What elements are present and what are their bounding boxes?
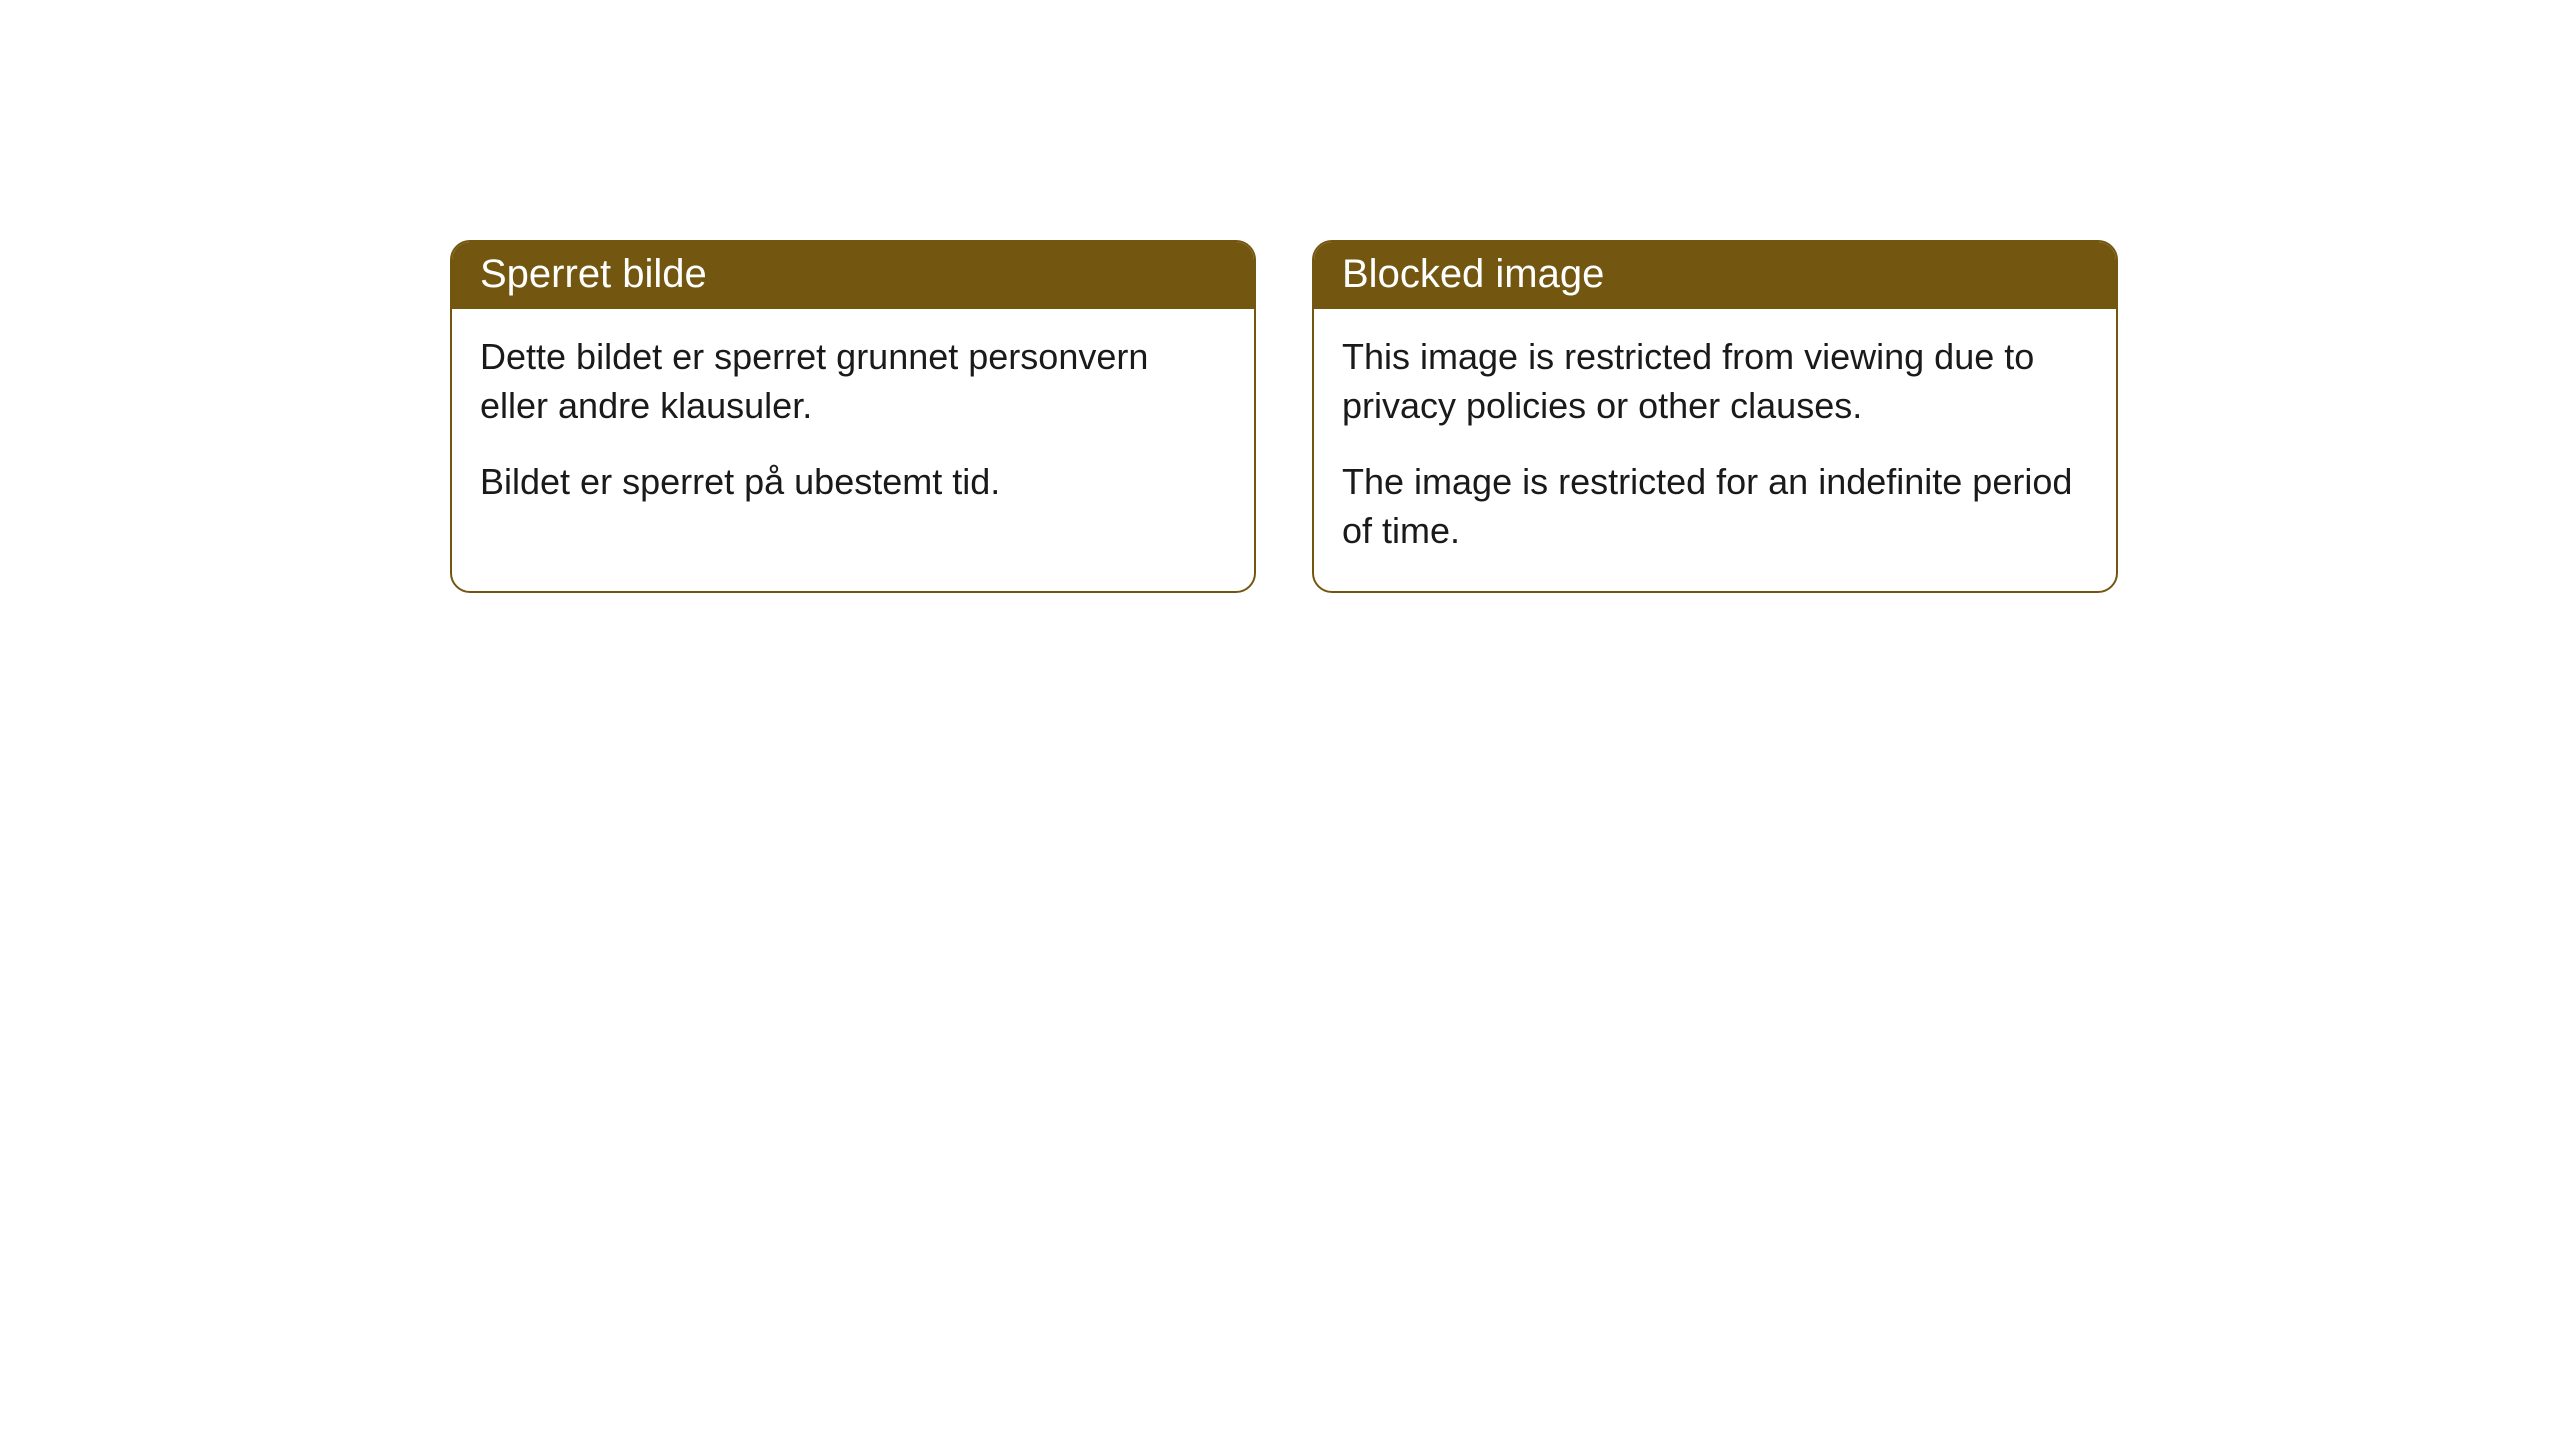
cards-container: Sperret bilde Dette bildet er sperret gr… <box>0 0 2560 593</box>
card-header: Blocked image <box>1314 242 2116 309</box>
card-body-line1: Dette bildet er sperret grunnet personve… <box>480 333 1226 430</box>
blocked-image-card-en: Blocked image This image is restricted f… <box>1312 240 2118 593</box>
card-body-line2: The image is restricted for an indefinit… <box>1342 458 2088 555</box>
card-body-line1: This image is restricted from viewing du… <box>1342 333 2088 430</box>
card-body: This image is restricted from viewing du… <box>1314 309 2116 591</box>
card-body-line2: Bildet er sperret på ubestemt tid. <box>480 458 1226 507</box>
card-body: Dette bildet er sperret grunnet personve… <box>452 309 1254 543</box>
card-header: Sperret bilde <box>452 242 1254 309</box>
blocked-image-card-no: Sperret bilde Dette bildet er sperret gr… <box>450 240 1256 593</box>
